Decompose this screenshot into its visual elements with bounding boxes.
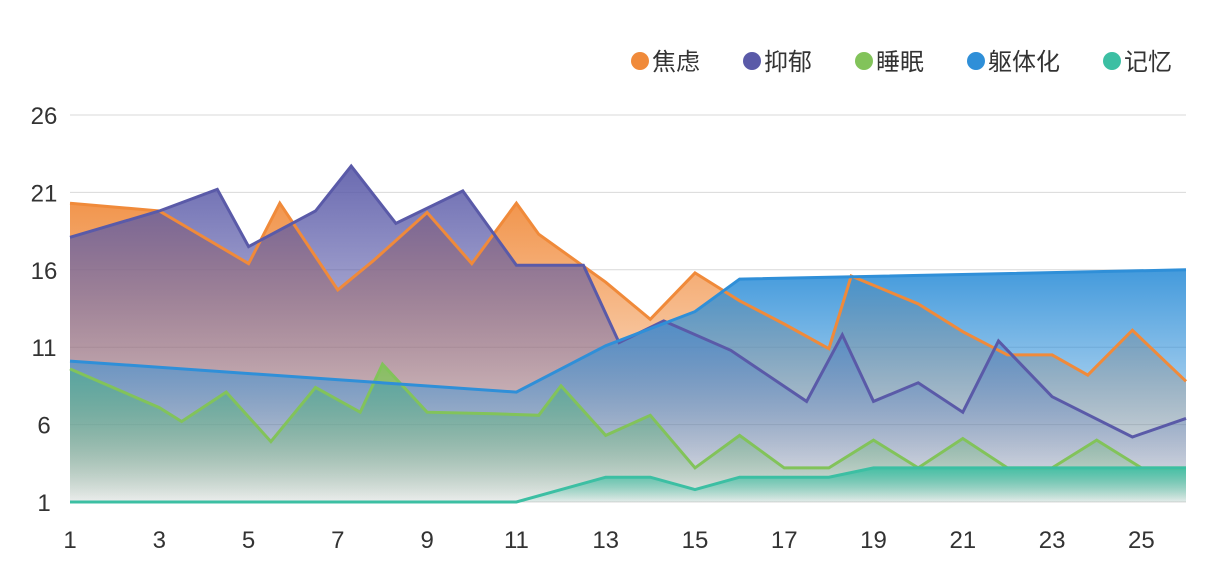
legend-label: 抑郁 <box>764 48 812 76</box>
series-line-3 <box>69 361 1186 470</box>
legend-item-5[interactable]: 记忆 <box>1103 48 1172 76</box>
x-tick-label: 1 <box>63 527 76 554</box>
y-tick-label: 16 <box>31 258 58 285</box>
x-tick-label: 15 <box>682 527 709 554</box>
x-tick-label: 9 <box>420 527 433 554</box>
legend-item-4[interactable]: 躯体化 <box>967 48 1060 76</box>
series-lines <box>69 163 1188 504</box>
legend-label: 焦虑 <box>652 48 700 76</box>
y-tick-label: 21 <box>31 180 58 207</box>
legend-item-2[interactable]: 抑郁 <box>743 48 812 76</box>
legend-label: 记忆 <box>1124 48 1172 76</box>
series-line-5 <box>70 466 1186 504</box>
x-tick-label: 21 <box>949 527 976 554</box>
y-tick-label: 26 <box>31 103 58 130</box>
legend-label: 睡眠 <box>876 48 924 76</box>
legend-marker <box>631 52 649 70</box>
x-tick-label: 19 <box>860 527 887 554</box>
series-areas <box>70 166 1186 502</box>
y-tick-label: 6 <box>37 413 50 440</box>
x-tick-label: 3 <box>153 527 166 554</box>
legend-marker <box>855 52 873 70</box>
series-line-4 <box>69 268 1187 394</box>
legend-marker <box>1103 52 1121 70</box>
x-tick-label: 13 <box>592 527 619 554</box>
y-tick-label: 11 <box>32 335 57 362</box>
x-tick-label: 11 <box>504 527 529 554</box>
series-area-5 <box>70 467 1186 502</box>
series-area-4 <box>70 269 1186 502</box>
legend: 焦虑 抑郁 睡眠 躯体化 记忆 <box>631 48 1172 76</box>
series-line-1 <box>69 200 1188 383</box>
x-tick-label: 25 <box>1128 527 1155 554</box>
x-tick-label: 17 <box>771 527 798 554</box>
x-tick-label: 7 <box>331 527 344 554</box>
legend-item-3[interactable]: 睡眠 <box>855 48 924 76</box>
legend-marker <box>743 52 761 70</box>
legend-item-1[interactable]: 焦虑 <box>631 48 700 76</box>
x-tick-label: 5 <box>242 527 255 554</box>
legend-marker <box>967 52 985 70</box>
legend-label: 躯体化 <box>988 48 1060 76</box>
x-tick-label: 23 <box>1039 527 1066 554</box>
y-tick-label: 1 <box>37 490 50 517</box>
